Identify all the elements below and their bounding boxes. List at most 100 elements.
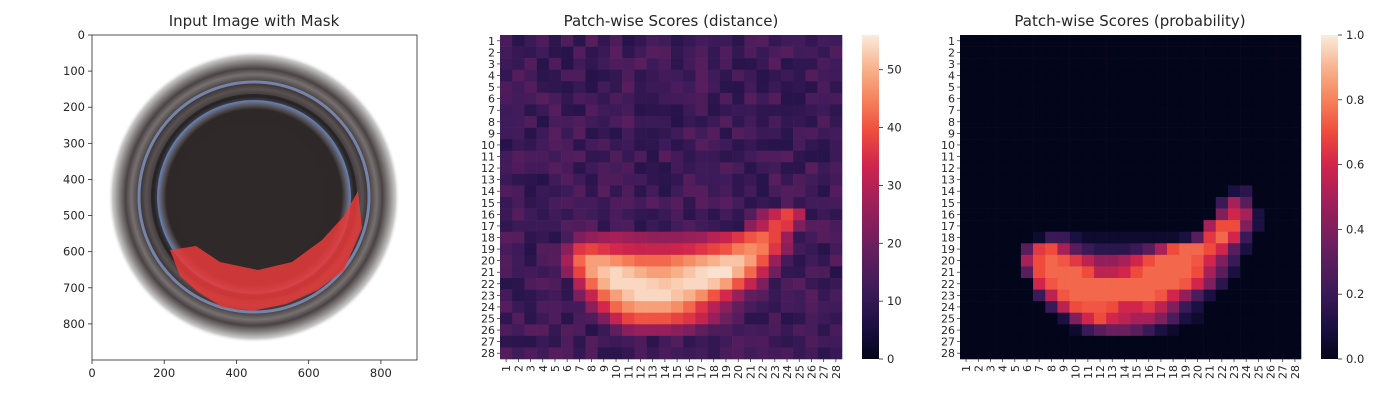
heatmap-cell: [768, 35, 782, 47]
heatmap-cell: [634, 266, 647, 279]
heatmap-cell: [1227, 150, 1241, 163]
heatmap-cell: [561, 81, 574, 94]
heatmap-cell: [683, 185, 696, 198]
heatmap-cell: [634, 243, 647, 256]
heatmap-cell: [817, 173, 831, 186]
heatmap-cell: [780, 289, 794, 302]
heatmap-cell: [548, 324, 562, 337]
heatmap-cell: [1057, 254, 1070, 267]
heatmap-cell: [1118, 312, 1131, 325]
heatmap-cell: [1191, 220, 1204, 233]
heatmap-cell: [658, 243, 672, 256]
heatmap-cell: [1276, 312, 1290, 325]
heatmap-cell: [1154, 197, 1168, 209]
heatmap-x-tick: 15: [671, 359, 684, 379]
heatmap-cell: [1154, 162, 1168, 175]
heatmap-cell: [768, 208, 782, 221]
heatmap-cell: [1240, 162, 1253, 175]
heatmap-cell: [984, 208, 997, 221]
heatmap-cell: [719, 69, 733, 82]
heatmap-cell: [984, 324, 997, 337]
heatmap-cell: [829, 301, 843, 314]
heatmap-cell: [972, 208, 985, 221]
heatmap-x-tick: 11: [622, 359, 635, 379]
heatmap-cell: [780, 243, 794, 256]
heatmap-cell: [780, 35, 794, 47]
heatmap-cell: [1142, 81, 1156, 94]
heatmap-cell: [573, 92, 586, 105]
heatmap-cell: [972, 35, 985, 47]
heatmap-cell: [1179, 301, 1192, 314]
heatmap-cell: [1057, 173, 1070, 186]
heatmap-cell: [1081, 335, 1095, 348]
heatmap-cell: [960, 150, 973, 163]
heatmap-cell: [1240, 324, 1253, 337]
heatmap-cell: [1288, 139, 1302, 152]
heatmap-cell: [500, 289, 513, 302]
heatmap-cell: [707, 312, 721, 325]
heatmap-y-tick: 11: [941, 151, 960, 164]
heatmap-x-tick: 27: [818, 359, 831, 379]
heatmap-cell: [1240, 104, 1253, 117]
heatmap-cell: [972, 231, 985, 244]
heatmap-cell: [1081, 197, 1095, 209]
heatmap-cell: [658, 35, 672, 47]
heatmap-cell: [646, 243, 660, 256]
heatmap-cell: [695, 324, 708, 337]
heatmap-cell: [960, 243, 973, 256]
heatmap-x-tick-label: 27: [1277, 365, 1290, 379]
image-y-tick: 600: [63, 245, 92, 259]
heatmap-y-tick: 24: [941, 301, 960, 314]
heatmap-cell: [585, 289, 599, 302]
heatmap-cell: [1154, 301, 1168, 314]
heatmap-cell: [512, 92, 525, 105]
heatmap-cell: [1240, 58, 1253, 71]
heatmap-cell: [1142, 312, 1156, 325]
heatmap-cell: [561, 162, 574, 175]
heatmap-cell: [1069, 324, 1083, 337]
heatmap-cell: [829, 127, 843, 140]
heatmap-cell: [658, 139, 672, 152]
heatmap-cell: [817, 220, 831, 233]
heatmap-cell: [1008, 173, 1022, 186]
heatmap-cell: [960, 127, 973, 140]
heatmap-cell: [1130, 243, 1143, 256]
heatmap-cell: [622, 335, 635, 348]
heatmap-cell: [1276, 150, 1290, 163]
heatmap-cell: [1045, 173, 1058, 186]
heatmap-cell: [984, 81, 997, 94]
heatmap-y-tick-label: 16: [941, 208, 955, 221]
heatmap-y-tick: 7: [948, 104, 960, 117]
heatmap-cell: [1081, 150, 1095, 163]
heatmap-cell: [707, 324, 721, 337]
heatmap-cell: [1045, 104, 1058, 117]
heatmap-cell: [829, 35, 843, 47]
heatmap-cell: [1240, 208, 1253, 221]
heatmap-cell: [622, 231, 635, 244]
heatmap-x-tick-label: 5: [549, 365, 562, 372]
heatmap-cell: [793, 162, 806, 175]
heatmap-cell: [707, 104, 721, 117]
image-x-tick-label: 400: [225, 366, 247, 380]
heatmap-cell: [1020, 266, 1034, 279]
heatmap-cell: [960, 116, 973, 128]
heatmap-cell: [1191, 173, 1204, 186]
heatmap-cell: [960, 35, 973, 47]
heatmap-cell: [1215, 81, 1229, 94]
heatmap-cell: [524, 81, 537, 94]
heatmap-cell: [634, 231, 647, 244]
heatmap-cell: [817, 335, 831, 348]
heatmap-cell: [609, 347, 623, 360]
heatmap-cell: [707, 231, 721, 244]
heatmap-cell: [972, 266, 985, 279]
heatmap-cell: [707, 92, 721, 105]
heatmap-cell: [1057, 243, 1070, 256]
heatmap-cell: [1020, 312, 1034, 325]
heatmap-cell: [984, 312, 997, 325]
heatmap-cell: [536, 347, 550, 360]
heatmap-cell: [1057, 185, 1070, 198]
heatmap-cell: [1093, 104, 1107, 117]
heatmap-y-tick-label: 8: [488, 116, 495, 129]
heatmap-cell: [634, 104, 647, 117]
heatmap-cell: [984, 220, 997, 233]
